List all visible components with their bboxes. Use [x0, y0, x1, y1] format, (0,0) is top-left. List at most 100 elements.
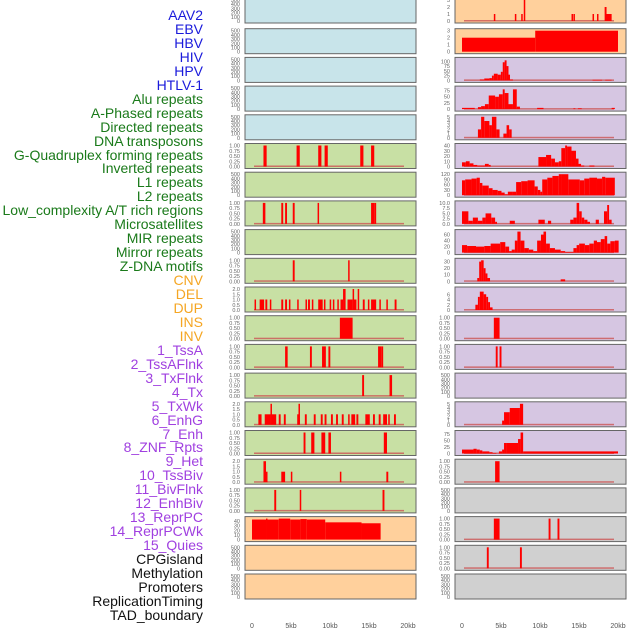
- bar: [547, 177, 553, 196]
- y-tick-label: 400: [231, 176, 240, 182]
- baseline: [254, 395, 404, 397]
- bar: [484, 163, 489, 167]
- bar: [485, 213, 492, 224]
- bar: [479, 291, 484, 310]
- y-tick-label: 2.5: [442, 217, 450, 223]
- bar: [560, 251, 566, 253]
- bar: [477, 296, 480, 310]
- bar: [484, 121, 490, 138]
- y-tick-label: 0: [237, 19, 240, 25]
- bar: [575, 158, 579, 167]
- panel-background: [244, 544, 417, 571]
- bar: [304, 414, 307, 425]
- y-tick-label: 300: [441, 496, 450, 502]
- bar: [511, 249, 515, 253]
- track-label: L1 repeats: [136, 174, 203, 191]
- bar: [509, 79, 513, 81]
- bar: [595, 219, 599, 224]
- bar: [285, 202, 288, 224]
- bar: [504, 194, 508, 196]
- bar: [311, 299, 314, 310]
- y-tick-label: 10: [444, 273, 450, 279]
- panel-background: [244, 171, 417, 198]
- y-tick-label: 400: [441, 492, 450, 498]
- y-tick-label: 1.00: [229, 344, 240, 350]
- y-tick-label: 7.5: [442, 206, 450, 212]
- track-label: CPGisland: [136, 551, 203, 568]
- y-tick-label: 0.25: [229, 360, 240, 366]
- bar: [589, 177, 597, 196]
- y-tick-label: 0.50: [229, 326, 240, 332]
- bar: [506, 66, 509, 81]
- bar: [264, 414, 271, 425]
- bar: [495, 461, 500, 483]
- bar: [339, 471, 342, 483]
- y-tick-label: 0: [447, 78, 450, 84]
- y-tick-label: 1: [447, 132, 450, 138]
- bar: [489, 452, 493, 454]
- bar: [371, 145, 375, 167]
- bar: [476, 177, 480, 196]
- panel-background: [244, 372, 417, 399]
- bar: [509, 129, 512, 138]
- bar: [479, 450, 483, 454]
- y-tick-label: 500: [231, 545, 240, 551]
- y-tick-label: 0: [447, 136, 450, 142]
- bar: [269, 299, 272, 310]
- bar: [495, 346, 498, 368]
- y-tick-label: 1.0: [232, 470, 240, 476]
- y-tick-label: 10.0: [439, 201, 450, 207]
- y-tick-label: 1.00: [439, 344, 450, 350]
- y-tick-label: 3: [447, 0, 450, 4]
- track-label: HPV: [174, 62, 203, 79]
- bar: [367, 299, 370, 310]
- panel-background: [244, 28, 417, 55]
- bar: [547, 220, 552, 224]
- bar: [462, 37, 536, 52]
- y-tick-label: 2.0: [232, 459, 240, 465]
- track-label: Promoters: [138, 578, 203, 595]
- y-tick-label: 90: [444, 177, 450, 183]
- bar: [476, 449, 480, 454]
- bar: [328, 432, 331, 454]
- bar: [577, 108, 582, 110]
- bar: [560, 279, 566, 282]
- y-tick-label: 4: [447, 406, 450, 412]
- bar: [274, 489, 277, 511]
- y-tick-label: 100: [231, 74, 240, 80]
- bar: [386, 299, 388, 310]
- bar: [607, 243, 611, 253]
- y-tick-label: 0: [237, 136, 240, 142]
- panel-background: [244, 229, 417, 256]
- y-tick-label: 0.0: [232, 423, 240, 429]
- bar: [486, 547, 489, 569]
- bar: [571, 150, 576, 167]
- bar: [252, 519, 267, 540]
- bar: [465, 161, 470, 167]
- panel-r-19: 0.000.250.500.751.00: [439, 516, 627, 544]
- bar: [593, 240, 597, 253]
- baseline: [464, 538, 614, 541]
- y-tick-label: 0.75: [229, 206, 240, 212]
- y-tick-label: 1.5: [232, 292, 240, 298]
- bar: [259, 299, 265, 310]
- bar: [484, 246, 491, 253]
- track-label: 15_Quies: [143, 537, 203, 554]
- y-tick-label: 0.75: [229, 436, 240, 442]
- bar: [306, 519, 326, 540]
- baseline: [464, 136, 614, 139]
- bar: [503, 133, 507, 138]
- y-tick-label: 60: [444, 233, 450, 239]
- track-label: 8_ZNF_Rpts: [123, 439, 203, 456]
- bar: [348, 299, 353, 310]
- y-tick-label: 300: [231, 37, 240, 43]
- bar: [576, 202, 580, 224]
- y-tick-label: 100: [231, 15, 240, 21]
- baseline: [254, 337, 404, 340]
- bar: [517, 231, 521, 253]
- bar: [508, 74, 510, 81]
- baseline: [254, 165, 404, 167]
